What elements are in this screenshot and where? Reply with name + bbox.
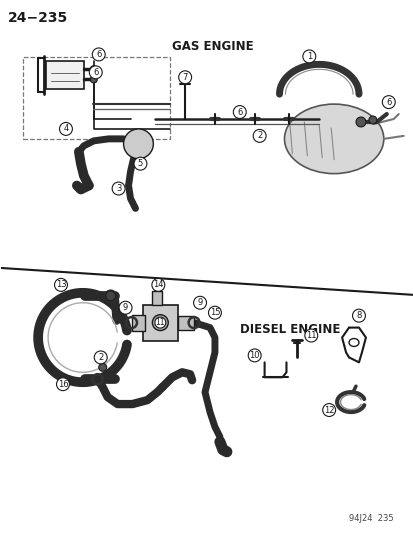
Circle shape: [208, 306, 221, 319]
Text: 2: 2: [256, 131, 262, 140]
Circle shape: [302, 50, 315, 63]
Text: 7: 7: [182, 73, 188, 82]
Text: GAS ENGINE: GAS ENGINE: [172, 40, 253, 53]
Circle shape: [112, 182, 125, 195]
Circle shape: [90, 76, 97, 83]
Ellipse shape: [284, 104, 383, 174]
Text: 11: 11: [305, 331, 316, 340]
Text: 4: 4: [63, 124, 69, 133]
Text: 5: 5: [138, 159, 143, 168]
Text: 24−235: 24−235: [8, 11, 69, 25]
Text: 16: 16: [57, 379, 68, 389]
Text: 6: 6: [96, 50, 101, 59]
Circle shape: [304, 329, 317, 342]
Text: 94J24  235: 94J24 235: [348, 514, 393, 523]
Text: 8: 8: [356, 311, 361, 320]
Text: 10: 10: [249, 351, 259, 360]
Bar: [131, 314, 145, 330]
Circle shape: [193, 296, 206, 309]
Bar: [23, 58, 170, 139]
Circle shape: [57, 378, 69, 391]
Text: 9: 9: [197, 298, 202, 307]
Text: 9: 9: [123, 303, 128, 312]
Circle shape: [233, 106, 246, 118]
Text: DIESEL ENGINE: DIESEL ENGINE: [239, 323, 339, 336]
Text: 14: 14: [153, 280, 163, 289]
Text: 3: 3: [116, 184, 121, 193]
Circle shape: [94, 351, 107, 364]
Circle shape: [123, 129, 153, 159]
Circle shape: [178, 71, 191, 84]
Text: 6: 6: [237, 108, 242, 117]
Circle shape: [248, 349, 261, 362]
Text: 6: 6: [93, 68, 98, 77]
Circle shape: [381, 95, 394, 109]
Text: 12: 12: [323, 406, 334, 415]
Circle shape: [119, 301, 132, 314]
Circle shape: [355, 117, 365, 127]
Text: 1: 1: [306, 52, 311, 61]
Circle shape: [351, 309, 365, 322]
Circle shape: [152, 314, 168, 330]
Circle shape: [55, 278, 67, 292]
Circle shape: [156, 319, 164, 327]
Circle shape: [59, 123, 72, 135]
Circle shape: [89, 66, 102, 79]
Text: 13: 13: [55, 280, 66, 289]
Circle shape: [322, 403, 335, 416]
Circle shape: [105, 291, 115, 301]
Bar: [178, 316, 194, 329]
Circle shape: [154, 317, 165, 328]
Circle shape: [134, 157, 147, 170]
Circle shape: [253, 130, 266, 142]
Bar: [143, 305, 178, 341]
Circle shape: [90, 66, 97, 72]
Text: 6: 6: [385, 98, 391, 107]
Circle shape: [152, 278, 164, 292]
Text: 15: 15: [209, 308, 220, 317]
Circle shape: [98, 364, 107, 372]
Bar: [152, 291, 162, 305]
Text: 2: 2: [98, 353, 103, 362]
Bar: [46, 61, 83, 89]
Circle shape: [368, 116, 376, 124]
Text: 11: 11: [155, 318, 165, 327]
Circle shape: [92, 48, 105, 61]
